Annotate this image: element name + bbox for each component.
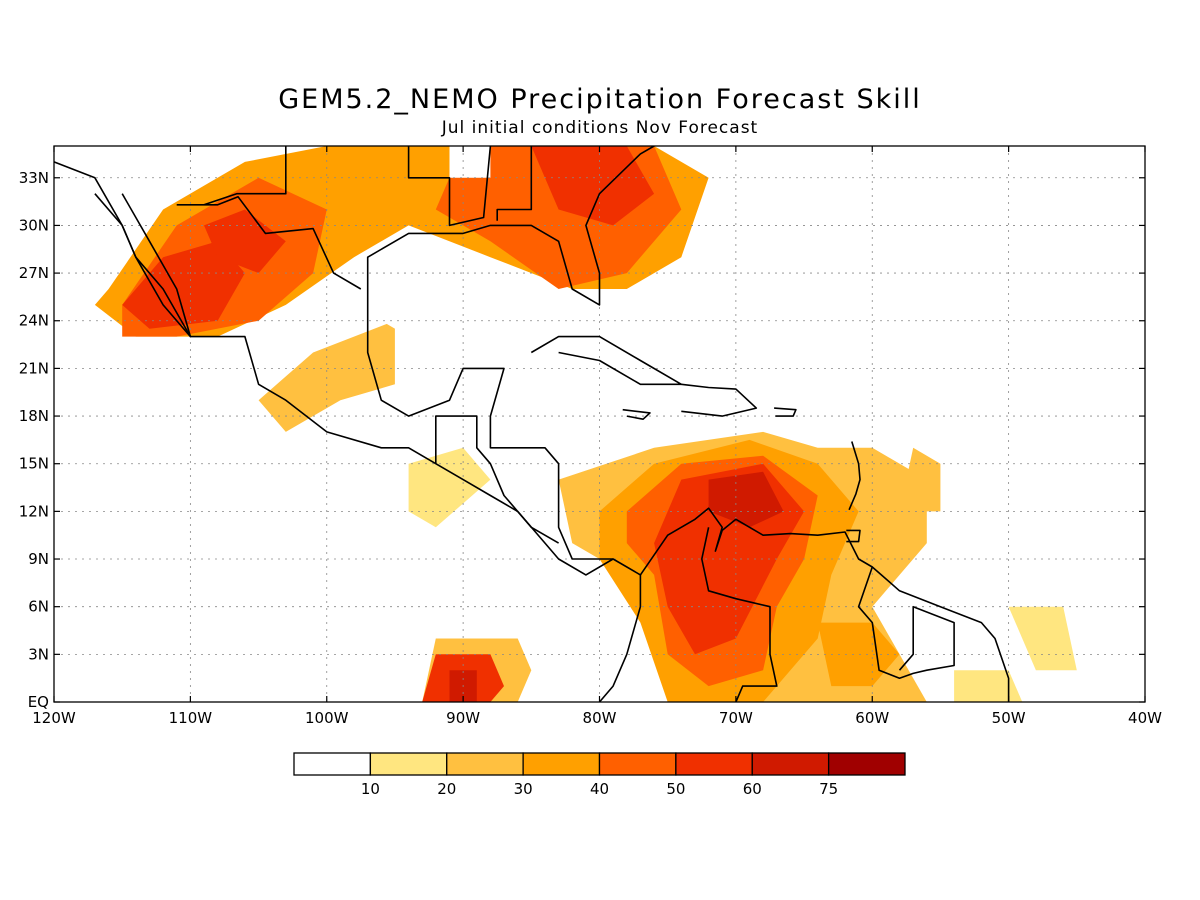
colorbar-label: 20 — [437, 780, 456, 798]
skill-region — [122, 241, 245, 329]
colorbar-label: 10 — [361, 780, 380, 798]
lat-tick-label: 27N — [19, 264, 49, 282]
coastline-puerto-rico — [774, 407, 797, 417]
missing-data-region — [449, 146, 491, 178]
lon-tick-label: 90W — [446, 709, 480, 727]
colorbar-label: 75 — [819, 780, 838, 798]
skill-fill-layer — [94, 146, 1077, 702]
colorbar-box — [446, 752, 524, 776]
lon-tick-label: 100W — [305, 709, 349, 727]
colorbar-box — [675, 752, 753, 776]
axis-tick-layer: 120W 110W 100W 90W 80W 70W 60W 50W 40W EQ 3N 6N 9N 12… — [19, 146, 1162, 727]
coastline-layer — [54, 146, 1010, 702]
colorbar: 10 20 30 40 50 60 75 — [293, 752, 906, 798]
lat-tick-label: EQ — [28, 693, 49, 711]
coastline-us-states-3 — [496, 146, 533, 221]
map-subtitle: Jul initial conditions Nov Forecast — [441, 118, 759, 138]
lon-tick-label: 60W — [855, 709, 889, 727]
skill-region — [708, 471, 784, 528]
coastline-guyana-borders — [857, 566, 955, 680]
coastline-venezuela-colombia-border — [700, 527, 778, 702]
skill-region — [954, 670, 1023, 702]
lon-tick-label: 40W — [1128, 709, 1162, 727]
colorbar-box — [598, 752, 677, 776]
colorbar-box — [522, 752, 601, 776]
coastline-central-america-borders — [434, 415, 560, 544]
colorbar-box — [293, 752, 372, 776]
coastline-us-states — [203, 146, 287, 206]
coastline-hispaniola — [681, 383, 758, 417]
coastline-us-states-2 — [407, 146, 492, 227]
coastline-gulf-coast — [366, 146, 655, 306]
lat-tick-label: 3N — [28, 645, 49, 663]
colorbar-label: 60 — [743, 780, 762, 798]
skill-region — [531, 146, 655, 226]
lat-tick-label: 6N — [28, 598, 49, 616]
skill-region — [1008, 606, 1077, 671]
skill-region — [258, 320, 395, 432]
lat-tick-label: 30N — [19, 216, 49, 234]
coastline-trinidad — [846, 529, 861, 543]
lon-tick-label: 50W — [992, 709, 1026, 727]
lat-tick-label: 12N — [19, 502, 49, 520]
map-title: GEM5.2_NEMO Precipitation Forecast Skill — [278, 84, 922, 115]
lat-tick-label: 18N — [19, 407, 49, 425]
grid-layer — [54, 146, 1145, 702]
coastline-mexico-gulf — [366, 289, 614, 560]
lon-tick-label: 80W — [583, 709, 617, 727]
coastline-baja — [94, 193, 192, 338]
coastline-us-inland-border — [176, 196, 362, 290]
lat-tick-label: 33N — [19, 169, 49, 187]
lat-tick-label: 15N — [19, 455, 49, 473]
colorbar-label: 30 — [514, 780, 533, 798]
colorbar-box — [827, 752, 906, 776]
lat-tick-label: 24N — [19, 312, 49, 330]
lat-tick-label: 21N — [19, 359, 49, 377]
coastline-south-america-north — [639, 507, 1010, 702]
colorbar-label: 40 — [590, 780, 609, 798]
lon-tick-label: 70W — [719, 709, 753, 727]
lat-tick-label: 9N — [28, 550, 49, 568]
skill-region — [408, 447, 491, 528]
missing-data-region — [381, 273, 477, 337]
colorbar-box — [369, 752, 448, 776]
lon-tick-label: 110W — [169, 709, 213, 727]
coastline-cuba — [530, 335, 683, 386]
lon-tick-label: 120W — [32, 709, 76, 727]
coastline-jamaica — [622, 408, 651, 421]
coastline-lesser-antilles — [848, 441, 861, 511]
colorbar-box — [751, 752, 830, 776]
colorbar-label: 50 — [666, 780, 685, 798]
